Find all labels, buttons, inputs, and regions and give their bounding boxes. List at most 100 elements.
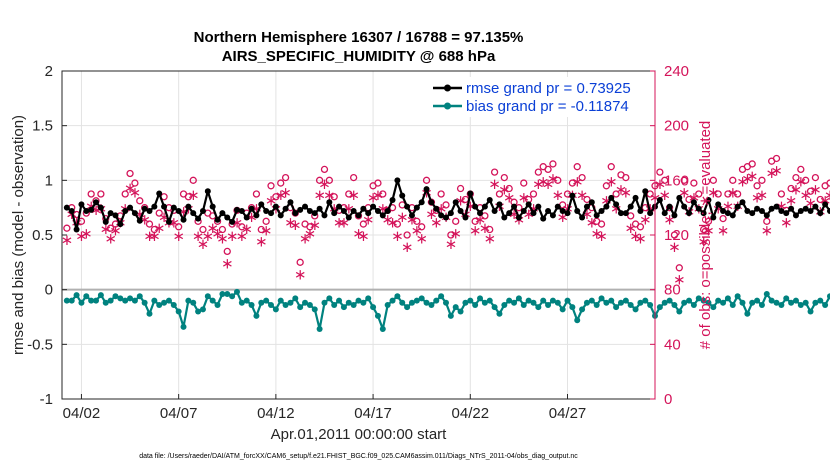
rmse-point xyxy=(802,205,809,212)
obs-evaluated-point: ∗ xyxy=(391,227,404,245)
bias-point xyxy=(112,293,119,300)
bias-point xyxy=(224,291,231,298)
obs-possible-point xyxy=(704,217,713,225)
bias-point xyxy=(219,291,226,298)
rmse-point xyxy=(807,207,814,214)
bias-point xyxy=(345,299,352,306)
rmse-point xyxy=(345,214,352,221)
obs-possible-point xyxy=(656,168,664,176)
rmse-point xyxy=(78,201,85,208)
obs-possible-point xyxy=(175,223,183,231)
obs-possible-point xyxy=(296,258,304,266)
obs-possible-point xyxy=(806,187,815,195)
bias-point xyxy=(248,301,255,308)
obs-evaluated-point: ∗ xyxy=(318,175,331,193)
rmse-point xyxy=(326,199,333,206)
obs-possible-point xyxy=(583,195,591,204)
obs-evaluated-point: ∗ xyxy=(571,172,584,190)
rmse-point xyxy=(593,212,600,219)
obs-possible-point xyxy=(802,176,810,184)
rmse-point xyxy=(739,199,746,206)
bias-point xyxy=(486,297,493,304)
obs-possible-point xyxy=(155,209,163,217)
obs-evaluated-point: ∗ xyxy=(688,189,701,207)
bias-point xyxy=(442,299,449,306)
bias-point xyxy=(107,297,114,304)
bias-point xyxy=(472,301,479,308)
obs-possible-point xyxy=(262,217,270,225)
bias-point xyxy=(520,301,527,308)
obs-evaluated-point: ∗ xyxy=(211,224,224,242)
obs-possible-point xyxy=(573,163,581,171)
rmse-point xyxy=(661,210,668,217)
obs-evaluated-point: ∗ xyxy=(790,181,803,199)
y-left-tick-label: 0 xyxy=(45,282,53,299)
obs-evaluated-point: ∗ xyxy=(620,183,633,201)
obs-possible-point xyxy=(184,193,193,201)
rmse-point xyxy=(666,203,673,210)
rmse-point xyxy=(583,203,590,210)
bias-point xyxy=(686,297,693,304)
rmse-point xyxy=(136,217,143,224)
obs-evaluated-point: ∗ xyxy=(192,227,205,245)
obs-evaluated-point: ∗ xyxy=(148,227,161,245)
bias-point xyxy=(540,297,547,304)
obs-possible-point xyxy=(267,182,275,190)
rmse-point xyxy=(603,203,610,210)
obs-possible-point xyxy=(281,173,290,182)
bias-point xyxy=(817,297,824,304)
rmse-point xyxy=(311,210,318,217)
rmse-point xyxy=(63,204,70,211)
rmse-point xyxy=(112,212,119,219)
obs-possible-point xyxy=(680,176,688,184)
rmse-point xyxy=(817,210,824,217)
obs-possible-point xyxy=(685,195,693,204)
bias-point xyxy=(180,323,187,330)
bias-point xyxy=(690,301,697,308)
obs-evaluated-point: ∗ xyxy=(172,227,185,245)
bias-point xyxy=(326,295,333,302)
obs-evaluated-point: ∗ xyxy=(746,167,759,185)
obs-possible-point xyxy=(578,173,586,182)
bias-point xyxy=(253,312,260,319)
bias-point xyxy=(131,297,138,304)
obs-possible-point xyxy=(418,223,426,231)
obs-possible-point xyxy=(729,176,737,184)
bias-point xyxy=(161,299,168,306)
obs-possible-point xyxy=(714,190,722,198)
bias-point xyxy=(78,299,85,306)
bias-point xyxy=(204,293,211,300)
rmse-point xyxy=(749,210,756,217)
bias-point xyxy=(763,291,770,298)
obs-evaluated-point: ∗ xyxy=(401,238,414,256)
obs-evaluated-point: ∗ xyxy=(668,238,681,256)
bias-point xyxy=(93,297,100,304)
legend-bias-label: bias grand pr = -0.11874 xyxy=(466,98,629,115)
obs-possible-point xyxy=(413,217,421,225)
rmse-point xyxy=(501,214,508,221)
chart-title-line1: Northern Hemisphere 16307 / 16788 = 97.1… xyxy=(194,29,524,46)
rmse-point xyxy=(642,188,649,195)
bias-point xyxy=(564,297,571,304)
obs-evaluated-point: ∗ xyxy=(445,235,458,253)
bias-point xyxy=(598,295,605,302)
bias-point xyxy=(574,317,581,324)
obs-possible-point xyxy=(627,212,635,220)
obs-evaluated-point: ∗ xyxy=(537,172,550,190)
bias-point xyxy=(83,293,90,300)
obs-possible-point xyxy=(500,173,508,182)
rmse-point xyxy=(408,212,415,219)
obs-evaluated-point: ∗ xyxy=(634,230,647,248)
bias-point xyxy=(370,304,377,311)
bias-point xyxy=(647,301,654,308)
obs-possible-point xyxy=(189,176,197,184)
rmse-point xyxy=(404,203,411,210)
obs-possible-point xyxy=(277,179,285,187)
obs-evaluated-point: ∗ xyxy=(202,227,215,245)
obs-possible-point xyxy=(607,163,615,171)
bias-point xyxy=(258,299,265,306)
bias-point xyxy=(214,301,221,308)
bias-point xyxy=(151,297,158,304)
bias-point xyxy=(812,299,819,306)
